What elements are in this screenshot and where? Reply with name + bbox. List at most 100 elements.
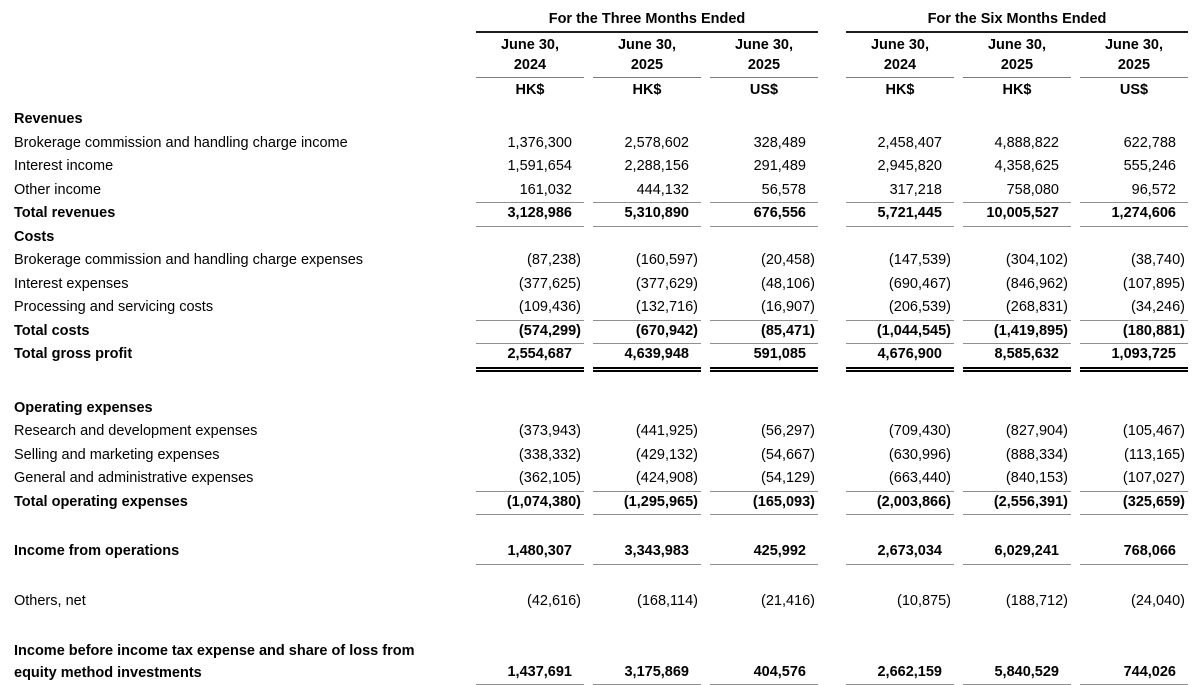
table-row: Interest expenses (377,625) (377,629) (48,1…	[14, 273, 1200, 297]
table-row: Income from operations 1,480,307 3,343,983…	[14, 540, 1200, 565]
cell-value: 404,576	[710, 639, 818, 685]
column-group-gap	[827, 273, 837, 297]
date-line-1: June 30,	[734, 37, 794, 53]
cell-value: 2,578,602	[624, 134, 689, 151]
cell-value: (20,458)	[760, 252, 815, 268]
row-label: Interest income	[14, 158, 114, 174]
column-group-gap	[827, 179, 837, 204]
row-label: Processing and servicing costs	[14, 299, 214, 315]
date-line-2: 2025	[630, 56, 664, 73]
date-line-1: June 30,	[987, 37, 1047, 53]
cell-value: 328,489	[753, 134, 806, 151]
cell-value: (48,106)	[760, 275, 815, 292]
column-group-gap	[827, 202, 837, 227]
cell-value: 8,585,632	[963, 343, 1071, 372]
cell-value: (54,129)	[710, 467, 818, 492]
cell-value: 425,992	[710, 540, 818, 565]
cell-value: (147,539)	[888, 252, 951, 268]
cell-value: 444,132	[593, 179, 701, 203]
cell-value: 758,080	[963, 179, 1071, 203]
cell-value: (840,153)	[963, 467, 1071, 492]
cell-value: (54,667)	[760, 446, 815, 463]
row-label: Income from operations	[14, 543, 180, 559]
row-label: Total operating expenses	[14, 493, 188, 510]
cell-value: 1,376,300	[507, 134, 572, 151]
cell-value: (107,027)	[1080, 467, 1188, 492]
table-row: Brokerage commission and handling charge…	[14, 132, 1200, 156]
row-label: Others, net	[14, 592, 86, 609]
cell-value: (424,908)	[593, 467, 701, 492]
spacer-row	[14, 564, 1200, 590]
cell-value: (107,895)	[1122, 275, 1185, 292]
cell-value: (338,332)	[518, 446, 581, 463]
date-line-2: 2024	[513, 56, 547, 73]
cell-value: 5,310,890	[593, 202, 701, 227]
row-label: Brokerage commission and handling charge…	[14, 134, 348, 151]
cell-value: (362,105)	[476, 467, 584, 492]
date-line-2: 2025	[1000, 56, 1034, 73]
column-group-gap	[827, 320, 837, 345]
row-label-line: Income before income tax expense and sha…	[14, 643, 415, 659]
cell-value: 591,085	[710, 343, 818, 372]
cell-value: 5,721,445	[846, 202, 954, 227]
cell-value: (38,740)	[1130, 252, 1185, 268]
cell-value: 96,572	[1080, 179, 1188, 203]
column-date-header: June 30, 2025	[593, 33, 701, 78]
cell-value: (373,943)	[518, 423, 581, 439]
table-row: Processing and servicing costs (109,436) (…	[14, 296, 1200, 321]
cell-value: (2,556,391)	[963, 491, 1071, 515]
cell-value: (268,831)	[963, 296, 1071, 321]
cell-value: (846,962)	[1005, 275, 1068, 292]
cell-value: 4,358,625	[994, 158, 1059, 174]
table-row: Interest income 1,591,654 2,288,156 291,489…	[14, 155, 1200, 179]
column-group-gap	[827, 420, 837, 444]
date-line-1: June 30,	[500, 37, 560, 53]
cell-value: (16,907)	[710, 296, 818, 321]
cell-value: 4,639,948	[593, 343, 701, 372]
cell-value: (168,114)	[637, 592, 698, 609]
date-line-1: June 30,	[870, 37, 930, 53]
cell-value: (1,419,895)	[963, 320, 1071, 344]
date-line-1: June 30,	[1104, 37, 1164, 53]
cell-value: (24,040)	[1130, 592, 1185, 609]
cell-value: 555,246	[1123, 158, 1176, 174]
column-currency-header-row: HK$ HK$ US$ HK$ HK$ US$	[14, 78, 1200, 102]
table-row: Total revenues 3,128,986 5,310,890 676,556 5…	[14, 202, 1200, 227]
row-label: Total costs	[14, 322, 90, 339]
column-date-header-row: June 30, 2024 June 30, 2025 June 30, 2025 June…	[14, 33, 1200, 78]
header-spacer	[14, 33, 467, 78]
column-group-gap	[827, 296, 837, 321]
header-spacer	[14, 78, 467, 102]
row-label: Income before income tax expense and sha…	[14, 639, 467, 685]
row-label: Selling and marketing expenses	[14, 446, 220, 463]
cell-value: 161,032	[476, 179, 584, 203]
column-group-gap	[827, 639, 837, 685]
cell-value: (180,881)	[1080, 320, 1188, 344]
column-currency-label: HK$	[885, 82, 915, 98]
cell-value: 768,066	[1080, 540, 1188, 565]
cell-value: 676,556	[710, 202, 818, 227]
cell-value: 1,437,691	[476, 639, 584, 685]
cell-value: (87,238)	[526, 252, 581, 268]
row-label-line: equity method investments	[14, 665, 202, 681]
cell-value: 291,489	[753, 158, 806, 174]
column-group-gap	[827, 155, 837, 179]
row-label: Interest expenses	[14, 275, 129, 292]
table-row: Total gross profit 2,554,687 4,639,948 591,…	[14, 343, 1200, 372]
table-row: General and administrative expenses (362,…	[14, 467, 1200, 492]
spacer-row	[14, 514, 1200, 540]
cell-value: (113,165)	[1124, 446, 1185, 463]
cell-value: (132,716)	[593, 296, 701, 321]
table-row: Selling and marketing expenses (338,332) (…	[14, 444, 1200, 468]
table-row: Costs	[14, 226, 1200, 250]
cell-value: (377,625)	[518, 275, 581, 292]
cell-value: 317,218	[846, 179, 954, 203]
column-currency-label: HK$	[1002, 82, 1032, 98]
income-statement-table: For the Three Months Ended For the Six M…	[14, 11, 1200, 685]
column-group-gap	[827, 132, 837, 156]
cell-value: 5,840,529	[963, 639, 1071, 685]
cell-value: (188,712)	[1005, 592, 1068, 609]
cell-value: 622,788	[1123, 134, 1176, 151]
column-date-header: June 30, 2024	[846, 33, 954, 78]
cell-value: 3,343,983	[593, 540, 701, 565]
